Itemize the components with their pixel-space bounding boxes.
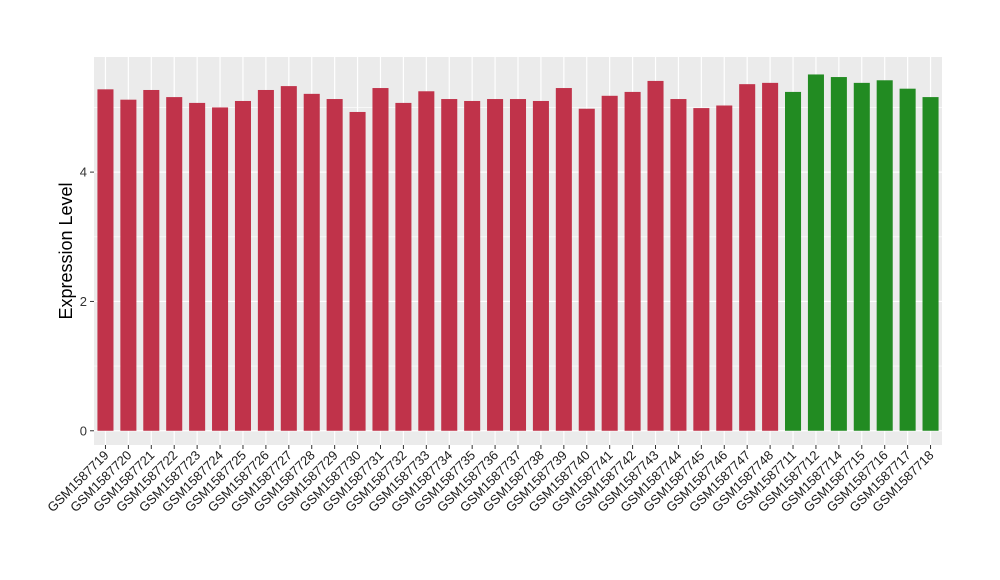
bar-GSM1587739: [555, 88, 572, 431]
bar-GSM1587746: [716, 105, 733, 431]
y-tick-label: 2: [80, 294, 87, 309]
bar-GSM1587714: [830, 77, 847, 431]
bar-GSM1587741: [601, 95, 618, 431]
bar-GSM1587716: [876, 80, 893, 431]
bar-GSM1587711: [785, 91, 802, 431]
bar-GSM1587734: [441, 99, 458, 431]
bar-GSM1587733: [418, 91, 435, 431]
bar-GSM1587731: [372, 88, 389, 431]
y-tick-label: 0: [80, 423, 87, 438]
bar-GSM1587724: [212, 107, 229, 431]
bar-GSM1587712: [807, 74, 824, 431]
bar-GSM1587729: [326, 99, 343, 431]
bar-GSM1587735: [464, 100, 481, 431]
y-tick-label: 4: [80, 165, 87, 180]
bar-GSM1587742: [624, 91, 641, 431]
bar-GSM1587717: [899, 88, 916, 431]
bar-GSM1587727: [280, 86, 297, 431]
bar-GSM1587745: [693, 108, 710, 431]
y-axis: 0 2 4: [80, 165, 94, 438]
bar-GSM1587722: [166, 97, 183, 431]
bar-GSM1587738: [532, 100, 549, 431]
bar-GSM1587736: [487, 99, 504, 431]
bar-GSM1587730: [349, 111, 366, 431]
bar-GSM1587728: [303, 93, 320, 431]
y-axis-title: Expression Level: [56, 182, 76, 319]
bar-GSM1587743: [647, 80, 664, 431]
bar-GSM1587744: [670, 99, 687, 431]
bar-GSM1587740: [578, 108, 595, 431]
bar-GSM1587721: [143, 89, 160, 431]
bar-GSM1587748: [762, 82, 779, 431]
bar-GSM1587737: [509, 99, 527, 431]
bar-GSM1587726: [257, 89, 274, 431]
bar-GSM1587718: [922, 97, 939, 431]
bar-GSM1587715: [853, 82, 870, 431]
bars: [97, 74, 939, 431]
bar-GSM1587732: [395, 102, 412, 431]
x-axis: GSM1587719GSM1587720GSM1587721GSM1587722…: [44, 445, 937, 515]
bar-GSM1587723: [189, 102, 206, 431]
bar-GSM1587720: [120, 99, 137, 431]
bar-GSM1587725: [234, 100, 251, 431]
bar-GSM1587747: [739, 84, 756, 431]
bar-GSM1587719: [97, 89, 114, 431]
